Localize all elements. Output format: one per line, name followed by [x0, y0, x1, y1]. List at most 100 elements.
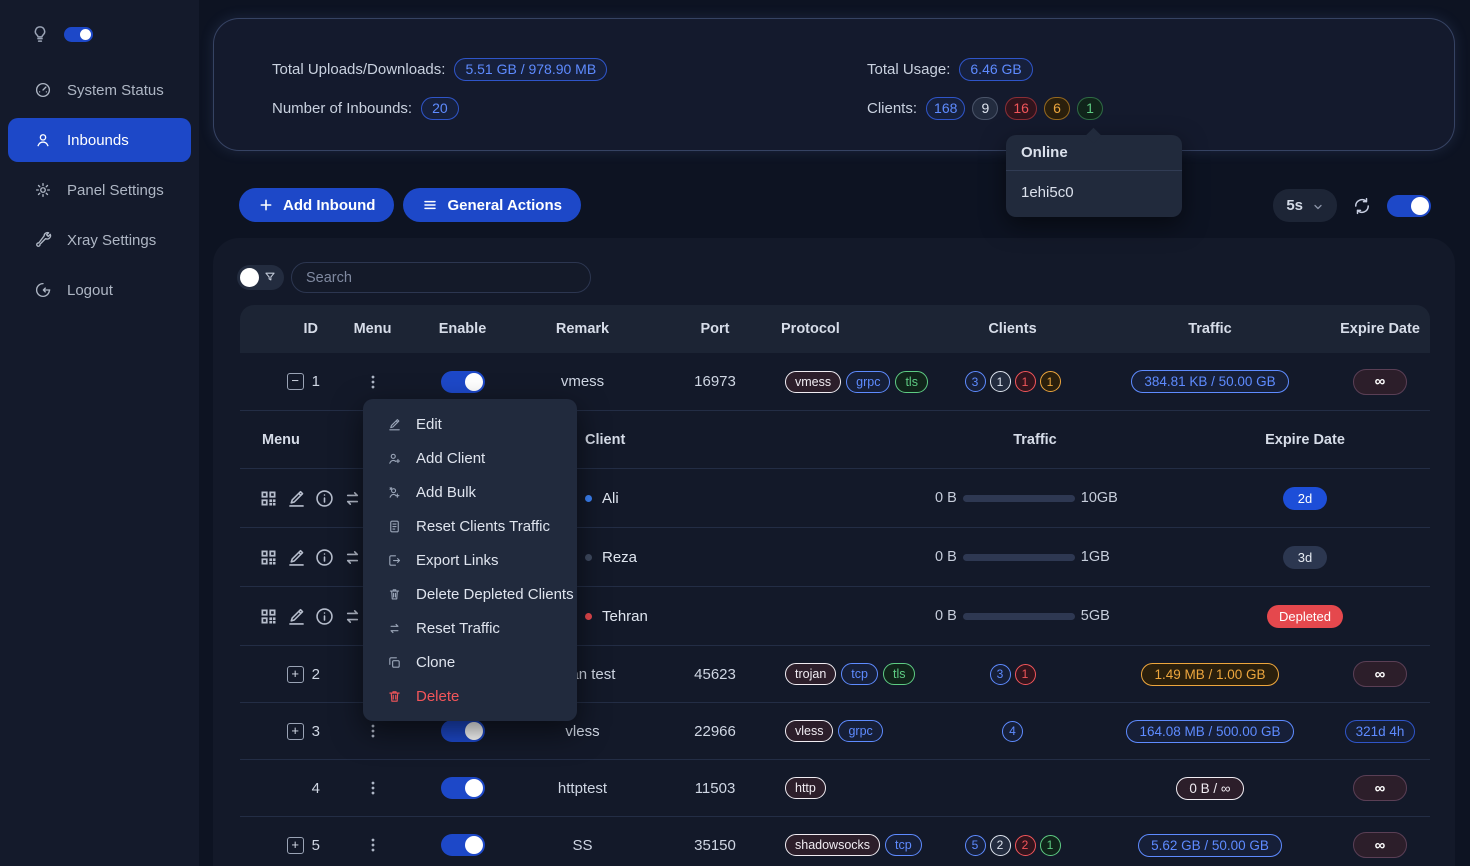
traffic-badge: 1.49 MB / 1.00 GB [1141, 662, 1279, 686]
add-inbound-label: Add Inbound [283, 196, 376, 214]
protocol-tag: vmess [785, 370, 842, 393]
client-count-badge: 1 [989, 371, 1011, 392]
context-menu-item-export-links[interactable]: Export Links [363, 543, 577, 577]
row-menu-icon[interactable] [363, 721, 383, 741]
client-status-dot [585, 553, 592, 561]
context-menu-item-reset-clients-traffic[interactable]: Reset Clients Traffic [363, 509, 577, 543]
collapse-row-button[interactable]: − [286, 373, 304, 390]
protocol-tag: grpc [846, 370, 891, 393]
client-traffic-bar [962, 494, 1075, 502]
context-menu-item-reset-traffic[interactable]: Reset Traffic [363, 611, 577, 645]
context-menu-item-clone[interactable]: Clone [363, 645, 577, 679]
qrcode-icon[interactable] [258, 488, 279, 509]
client-traffic-used: 0 B [935, 608, 957, 624]
client-traffic-limit: 10GB [1080, 490, 1118, 506]
search-input[interactable] [291, 262, 591, 293]
enable-toggle[interactable] [440, 370, 485, 393]
enable-toggle[interactable] [440, 777, 485, 799]
protocol-tag: tls [882, 663, 916, 685]
column-header-menu: Menu [353, 321, 392, 337]
enable-toggle[interactable] [440, 720, 485, 742]
column-header-id: ID [303, 321, 319, 337]
qrcode-icon[interactable] [258, 606, 279, 627]
expand-row-button[interactable]: + [286, 722, 304, 740]
client-column-header-client: Client [585, 431, 626, 448]
sidebar-item-label: Panel Settings [67, 181, 164, 199]
table-header: ID Menu Enable Remark Port Protocol Clients Tra… [240, 305, 1430, 353]
info-icon[interactable] [314, 547, 335, 568]
protocol-tag: http [785, 777, 826, 799]
enable-toggle[interactable] [440, 834, 485, 856]
expand-row-button[interactable]: + [286, 665, 304, 683]
inbound-port: 16973 [694, 373, 736, 390]
expire-badge: 3d [1282, 545, 1328, 569]
swap-icon[interactable] [342, 547, 363, 568]
client-row-tehran: Tehran 0 B 5GB Depleted [240, 586, 1430, 645]
inbounds-table: ID Menu Enable Remark Port Protocol Clients Tra… [240, 305, 1430, 866]
filter-funnel-icon [263, 270, 277, 284]
inbound-remark: vmess [560, 373, 605, 390]
client-count-badge: 1 [1014, 663, 1036, 685]
column-header-traffic: Traffic [1188, 321, 1232, 337]
row-menu-icon[interactable] [363, 372, 383, 392]
swap-icon[interactable] [342, 488, 363, 509]
uploads-downloads-label: Total Uploads/Downloads: [272, 60, 446, 78]
sidebar-item-logout[interactable]: Logout [8, 268, 191, 312]
edit-icon[interactable] [286, 606, 307, 627]
traffic-badge: 384.81 KB / 50.00 GB [1131, 370, 1289, 393]
context-menu-item-edit[interactable]: Edit [363, 407, 577, 441]
expand-row-button[interactable]: + [286, 836, 304, 854]
expire-badge: ∞ [1353, 775, 1407, 801]
total-usage-label: Total Usage: [867, 60, 951, 78]
inbound-remark: SS [572, 836, 593, 854]
context-menu-label: Clone [416, 653, 456, 671]
context-menu-item-delete-depleted-clients[interactable]: Delete Depleted Clients [363, 577, 577, 611]
context-menu-item-delete[interactable]: Delete [363, 679, 577, 713]
context-menu-item-add-bulk[interactable]: Add Bulk [363, 475, 577, 509]
refresh-icon[interactable] [1352, 196, 1372, 216]
inbound-id: 4 [311, 779, 320, 797]
clients-label: Clients: [867, 99, 918, 117]
sidebar-item-panel-settings[interactable]: Panel Settings [8, 168, 191, 212]
row-menu-icon[interactable] [363, 778, 383, 798]
client-count-badge: 6 [1043, 96, 1070, 120]
chevron-down-icon [1312, 200, 1324, 212]
add-inbound-button[interactable]: Add Inbound [239, 188, 395, 222]
client-count-badge: 2 [1014, 834, 1036, 856]
sidebar-item-inbounds[interactable]: Inbounds [8, 118, 191, 162]
info-icon[interactable] [314, 488, 335, 509]
auto-refresh-toggle[interactable] [1387, 194, 1431, 217]
context-menu-label: Delete [416, 687, 460, 705]
filter-toggle[interactable] [237, 265, 284, 290]
sidebar-item-system-status[interactable]: System Status [8, 68, 191, 112]
edit-icon[interactable] [286, 547, 307, 568]
info-icon[interactable] [314, 606, 335, 627]
edit-icon[interactable] [286, 488, 307, 509]
gauge-icon [34, 81, 52, 99]
context-menu-label: Reset Traffic [416, 619, 500, 637]
row-menu-icon[interactable] [363, 835, 383, 855]
context-menu-label: Export Links [416, 551, 499, 569]
edit-icon [387, 417, 402, 432]
user-trash-icon [387, 587, 402, 602]
table-body: −1 vmess 16973 vmess grpc tls 3 1 1 1 384.81 KB / … [240, 353, 1430, 866]
client-status-dot [585, 494, 592, 502]
column-header-protocol: Protocol [781, 321, 840, 337]
inbound-row-3: +3 vless 22966 vless grpc 4 164.08 MB / 500.00… [240, 702, 1430, 759]
gear-icon [34, 181, 52, 199]
protocol-tag: tls [895, 370, 928, 393]
general-actions-button[interactable]: General Actions [403, 188, 581, 222]
context-menu-item-add-client[interactable]: Add Client [363, 441, 577, 475]
inbound-row-5: +5 SS 35150 shadowsocks tcp 5 2 2 1 5.62 GB / 50.… [240, 816, 1430, 866]
refresh-interval-select[interactable]: 5s [1273, 189, 1337, 222]
theme-toggle[interactable] [64, 26, 93, 42]
context-menu-label: Reset Clients Traffic [416, 517, 550, 535]
menu-icon [422, 197, 438, 213]
traffic-badge: 164.08 MB / 500.00 GB [1126, 719, 1294, 743]
column-header-clients: Clients [988, 321, 1037, 337]
swap-icon[interactable] [342, 606, 363, 627]
clients-badges: 168 9 16 6 1 [926, 96, 1103, 120]
qrcode-icon[interactable] [258, 547, 279, 568]
sidebar-item-xray-settings[interactable]: Xray Settings [8, 218, 191, 262]
protocol-tag: tcp [841, 663, 878, 685]
